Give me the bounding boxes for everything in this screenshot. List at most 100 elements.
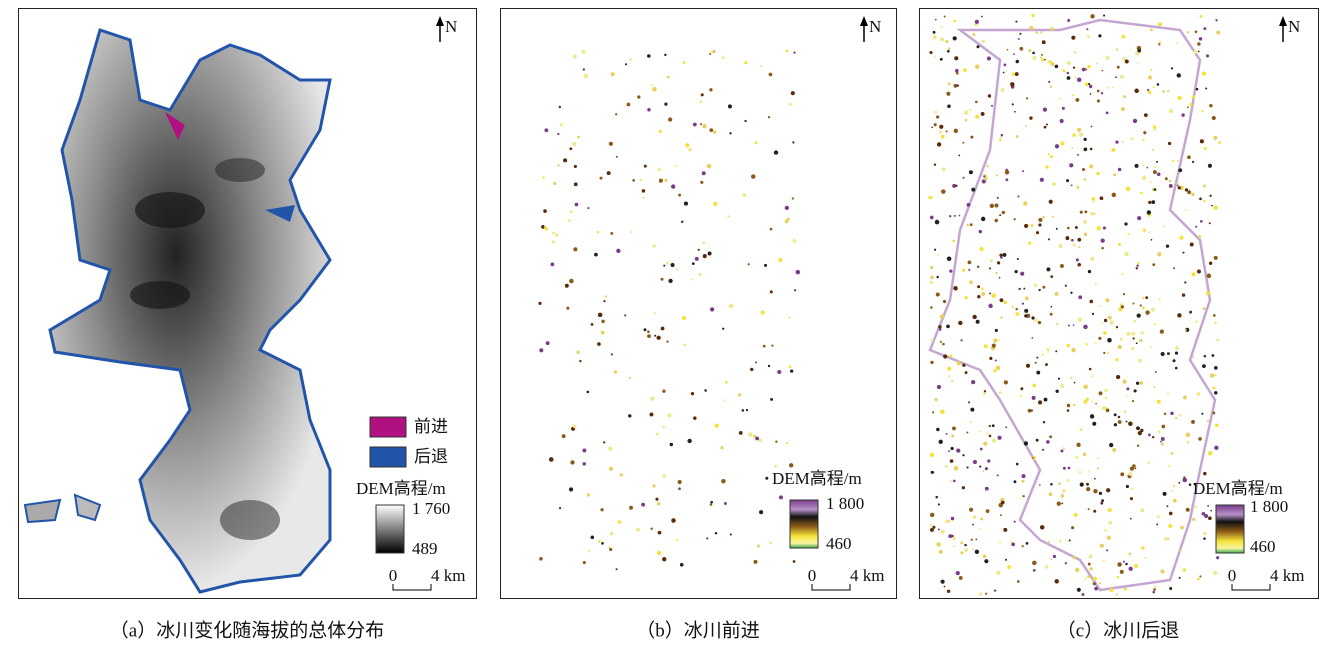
- change-point: [558, 105, 562, 109]
- change-point: [569, 147, 573, 151]
- change-point: [1083, 384, 1088, 390]
- change-point: [1178, 576, 1181, 579]
- scale-label: 0: [389, 566, 398, 585]
- change-point: [1005, 426, 1008, 429]
- change-point: [1052, 182, 1056, 186]
- change-point: [710, 500, 713, 504]
- change-point: [967, 401, 971, 404]
- change-point: [564, 283, 569, 288]
- change-point: [762, 344, 766, 348]
- change-point: [1122, 560, 1125, 563]
- change-point: [610, 72, 615, 77]
- change-point: [660, 326, 665, 331]
- change-point: [1015, 462, 1019, 466]
- change-point: [713, 201, 718, 206]
- change-point: [939, 340, 942, 343]
- change-point: [541, 225, 545, 229]
- change-point: [662, 557, 667, 562]
- change-point: [1075, 567, 1080, 573]
- change-point: [1045, 123, 1049, 126]
- change-point: [1101, 246, 1104, 250]
- change-point: [1117, 167, 1122, 172]
- change-point: [709, 88, 713, 92]
- change-point: [582, 462, 586, 466]
- panel-frame: [919, 8, 1319, 599]
- change-point: [1066, 60, 1071, 66]
- change-point: [538, 301, 542, 305]
- change-point: [1066, 179, 1070, 183]
- change-point: [994, 359, 997, 362]
- change-point: [1136, 313, 1141, 318]
- change-point: [1005, 178, 1009, 182]
- change-point: [1032, 383, 1037, 388]
- change-point: [745, 408, 749, 412]
- change-point: [1050, 27, 1055, 31]
- change-point: [628, 414, 632, 418]
- change-point: [655, 497, 659, 501]
- change-point: [1086, 28, 1089, 31]
- change-point: [1164, 177, 1168, 181]
- change-point: [1098, 491, 1103, 495]
- change-point: [1124, 222, 1128, 226]
- change-point: [1106, 549, 1109, 552]
- change-point: [1024, 296, 1029, 301]
- change-point: [1151, 148, 1154, 151]
- change-point: [1123, 587, 1127, 591]
- change-point: [970, 407, 975, 412]
- change-point: [991, 343, 996, 348]
- change-point: [945, 432, 948, 435]
- change-point: [1199, 14, 1203, 18]
- change-point: [1203, 531, 1207, 536]
- change-point: [1196, 392, 1201, 396]
- change-point: [975, 100, 978, 104]
- change-point: [747, 263, 750, 266]
- change-point: [557, 164, 560, 167]
- change-point: [1108, 520, 1113, 525]
- change-point: [1172, 498, 1177, 503]
- change-point: [1213, 314, 1216, 317]
- change-point: [1093, 477, 1096, 480]
- change-point: [582, 68, 585, 71]
- change-point: [1176, 184, 1179, 187]
- change-point: [932, 525, 936, 529]
- change-point: [1177, 313, 1182, 318]
- change-point: [1101, 69, 1104, 72]
- change-point: [1128, 566, 1133, 571]
- change-point: [949, 480, 952, 483]
- change-point: [1213, 255, 1218, 260]
- change-point: [1076, 442, 1081, 447]
- change-point: [983, 390, 987, 393]
- change-point: [955, 71, 959, 75]
- change-point: [953, 466, 959, 471]
- change-point: [777, 369, 782, 375]
- change-point: [948, 450, 950, 453]
- change-point: [553, 181, 557, 186]
- change-point: [1140, 331, 1144, 335]
- colorbar: [1215, 504, 1245, 554]
- change-point: [1066, 71, 1070, 75]
- change-point: [979, 465, 982, 468]
- change-point: [1078, 132, 1084, 137]
- change-point: [667, 75, 670, 79]
- change-point: [1103, 351, 1106, 355]
- change-point: [624, 63, 628, 66]
- change-point: [971, 379, 976, 385]
- change-point: [958, 214, 961, 217]
- change-point: [1101, 406, 1106, 411]
- change-point: [1149, 181, 1152, 184]
- change-point: [1093, 509, 1097, 513]
- change-point: [996, 474, 999, 477]
- change-point: [1072, 94, 1075, 97]
- change-point: [1090, 14, 1095, 19]
- change-point: [1066, 479, 1070, 483]
- change-point: [1195, 225, 1198, 228]
- change-point: [977, 295, 981, 299]
- change-point: [964, 548, 969, 552]
- change-point: [613, 370, 618, 374]
- change-point: [606, 171, 611, 176]
- change-point: [1137, 216, 1142, 221]
- change-point: [935, 495, 938, 499]
- change-point: [1098, 391, 1103, 396]
- change-point: [788, 102, 792, 107]
- change-point: [1084, 68, 1087, 71]
